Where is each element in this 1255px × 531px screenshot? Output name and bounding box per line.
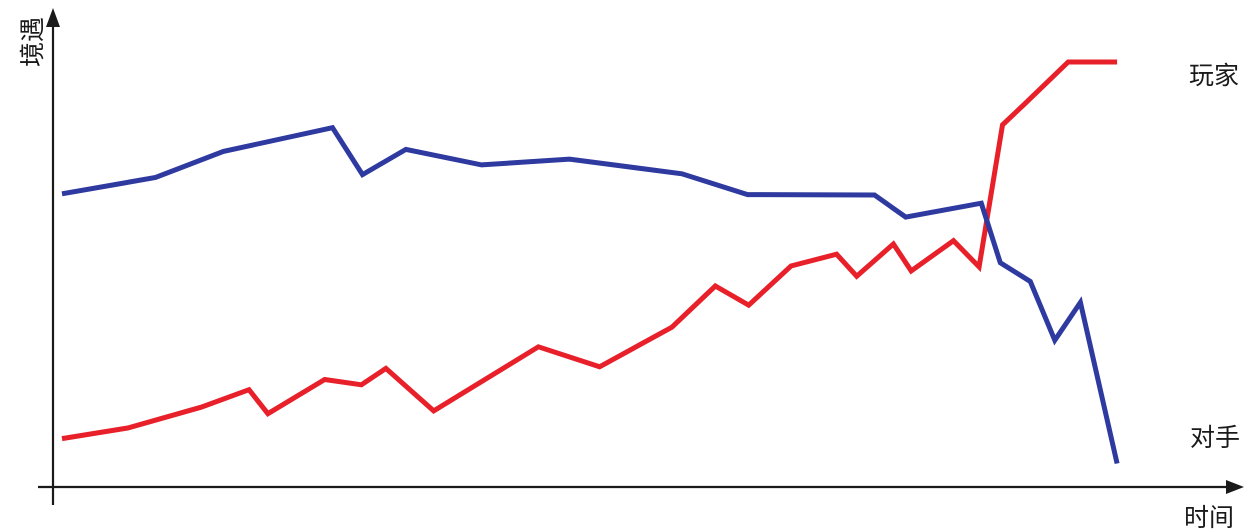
x-axis-arrow-icon (1226, 480, 1244, 494)
series-label-opponent: 对手 (1190, 423, 1240, 452)
series-line-player (61, 59, 1118, 442)
series-line-opponent (61, 124, 1120, 465)
y-axis: 境遇 (18, 8, 60, 505)
x-axis-label: 时间 (1184, 503, 1234, 531)
y-axis-arrow-icon (46, 8, 60, 27)
series-layer (61, 59, 1120, 465)
series-label-player: 玩家 (1189, 61, 1239, 90)
y-axis-label: 境遇 (18, 17, 47, 67)
x-axis: 时间 (38, 480, 1244, 531)
